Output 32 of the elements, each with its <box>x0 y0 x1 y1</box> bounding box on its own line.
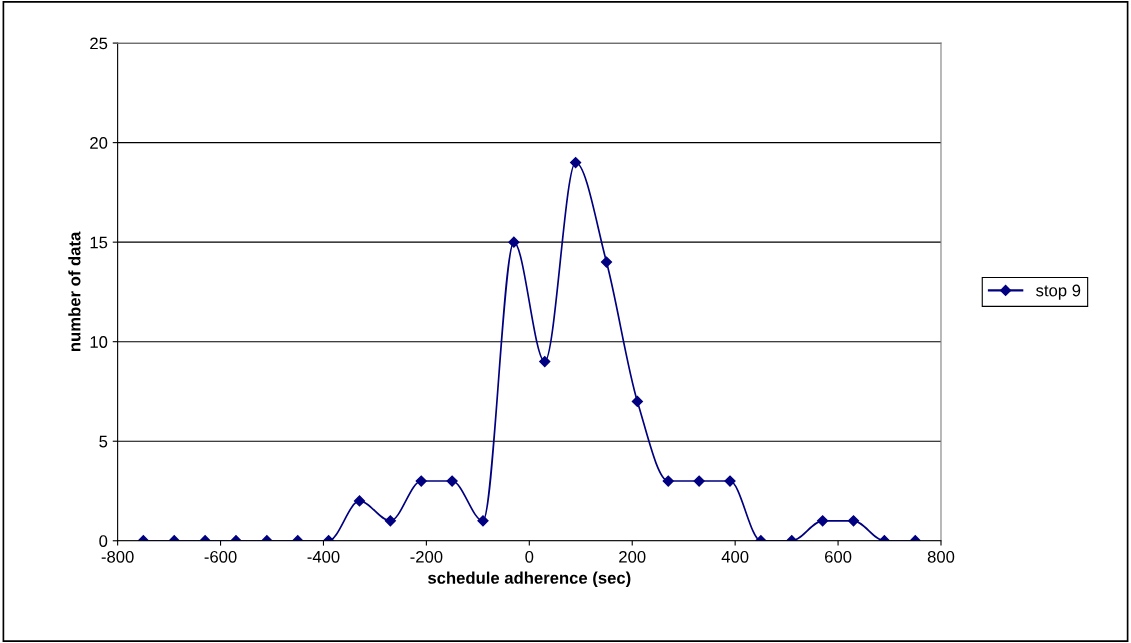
x-tick-label: -400 <box>307 550 340 563</box>
y-tick-label: 5 <box>99 435 108 448</box>
point <box>539 355 551 368</box>
point <box>817 515 829 527</box>
y-axis-title: number of data <box>68 231 81 352</box>
y-tick-label: 10 <box>90 336 108 348</box>
point <box>477 515 489 527</box>
point <box>446 475 458 487</box>
point <box>847 515 860 527</box>
x-tick-label: -200 <box>410 550 443 563</box>
point <box>600 256 613 268</box>
x-tick-label: 400 <box>721 550 749 563</box>
point <box>662 475 674 487</box>
point <box>384 515 396 527</box>
y-tick-label: 0 <box>99 535 108 547</box>
x-axis-title: schedule adherence (sec) <box>428 571 631 588</box>
y-tick-label: 25 <box>90 37 108 50</box>
point <box>693 475 705 487</box>
point <box>508 236 520 248</box>
y-tick-label: 15 <box>90 236 108 249</box>
y-tick-label: 20 <box>90 137 108 149</box>
x-tick-label: 0 <box>525 550 534 563</box>
x-tick-label: -600 <box>204 550 237 563</box>
x-tick-label: 600 <box>825 550 852 563</box>
x-tick-label: 200 <box>619 550 646 563</box>
point <box>353 495 366 507</box>
x-tick-label: 800 <box>927 550 955 563</box>
point <box>570 156 582 169</box>
x-tick-label: -800 <box>101 550 134 563</box>
point <box>415 475 427 487</box>
legend-label: stop 9 <box>1036 284 1081 300</box>
point <box>631 395 643 408</box>
